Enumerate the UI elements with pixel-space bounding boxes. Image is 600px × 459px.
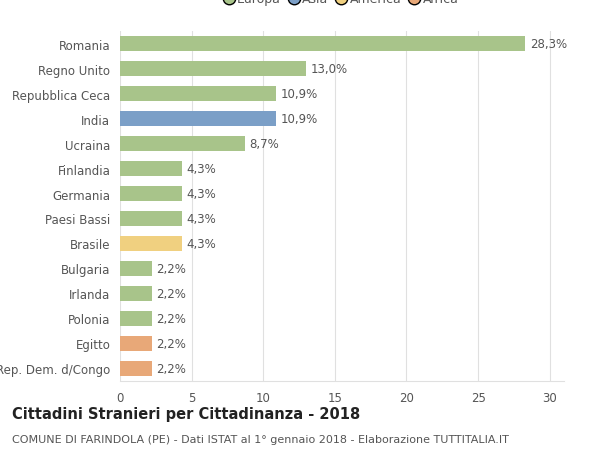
Bar — [120, 162, 182, 177]
Text: 10,9%: 10,9% — [280, 88, 317, 101]
Bar — [120, 62, 306, 77]
Bar — [120, 37, 526, 52]
Text: 10,9%: 10,9% — [280, 113, 317, 126]
Bar — [120, 336, 152, 351]
Bar — [120, 361, 152, 376]
Text: 4,3%: 4,3% — [186, 188, 215, 201]
Text: 13,0%: 13,0% — [310, 63, 347, 76]
Bar — [120, 87, 276, 102]
Bar — [120, 311, 152, 326]
Text: 28,3%: 28,3% — [530, 38, 567, 51]
Text: 4,3%: 4,3% — [186, 162, 215, 176]
Text: 2,2%: 2,2% — [156, 263, 185, 275]
Bar — [120, 236, 182, 252]
Text: 2,2%: 2,2% — [156, 287, 185, 300]
Bar — [120, 211, 182, 227]
Text: 2,2%: 2,2% — [156, 362, 185, 375]
Bar — [120, 136, 245, 152]
Text: 2,2%: 2,2% — [156, 337, 185, 350]
Bar — [120, 261, 152, 277]
Bar — [120, 186, 182, 202]
Text: COMUNE DI FARINDOLA (PE) - Dati ISTAT al 1° gennaio 2018 - Elaborazione TUTTITAL: COMUNE DI FARINDOLA (PE) - Dati ISTAT al… — [12, 434, 509, 444]
Bar — [120, 286, 152, 302]
Bar — [120, 112, 276, 127]
Text: 4,3%: 4,3% — [186, 213, 215, 225]
Text: Cittadini Stranieri per Cittadinanza - 2018: Cittadini Stranieri per Cittadinanza - 2… — [12, 406, 360, 421]
Text: 4,3%: 4,3% — [186, 237, 215, 251]
Legend: Europa, Asia, America, Africa: Europa, Asia, America, Africa — [226, 0, 458, 6]
Text: 8,7%: 8,7% — [249, 138, 278, 151]
Text: 2,2%: 2,2% — [156, 312, 185, 325]
